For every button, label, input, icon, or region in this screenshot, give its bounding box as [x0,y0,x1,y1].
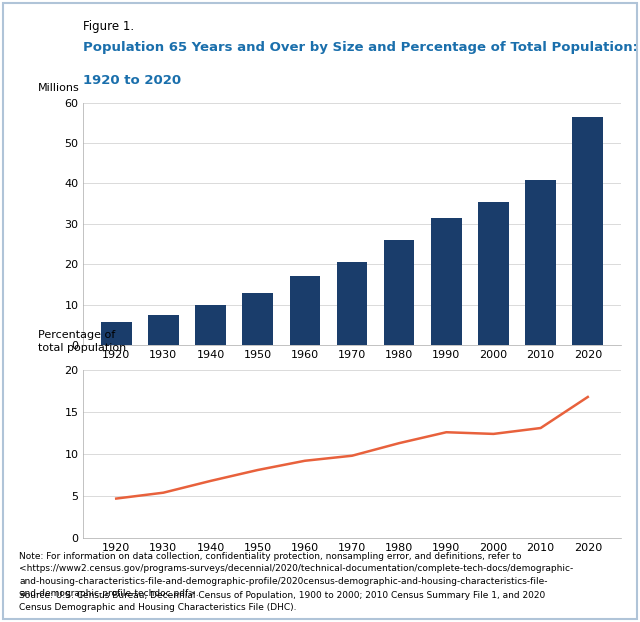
Bar [289,277,320,345]
Text: Millions: Millions [38,83,79,93]
Text: 1920 to 2020: 1920 to 2020 [83,73,181,86]
Text: Percentage of
total population: Percentage of total population [38,330,125,353]
Bar [525,180,556,345]
Bar [384,239,415,345]
Text: Figure 1.: Figure 1. [83,21,134,34]
Text: Source: U.S. Census Bureau, Decennial Census of Population, 1900 to 2000; 2010 C: Source: U.S. Census Bureau, Decennial Ce… [19,591,545,613]
Bar [572,117,603,345]
Bar [101,322,132,345]
Bar [431,218,461,345]
Bar [148,315,179,345]
Bar [337,262,367,345]
Bar [195,305,226,345]
Text: Note: For information on data collection, confidentiality protection, nonsamplin: Note: For information on data collection… [19,552,573,598]
Text: Population 65 Years and Over by Size and Percentage of Total Population:: Population 65 Years and Over by Size and… [83,41,638,54]
Bar [478,202,509,345]
Bar [243,294,273,345]
